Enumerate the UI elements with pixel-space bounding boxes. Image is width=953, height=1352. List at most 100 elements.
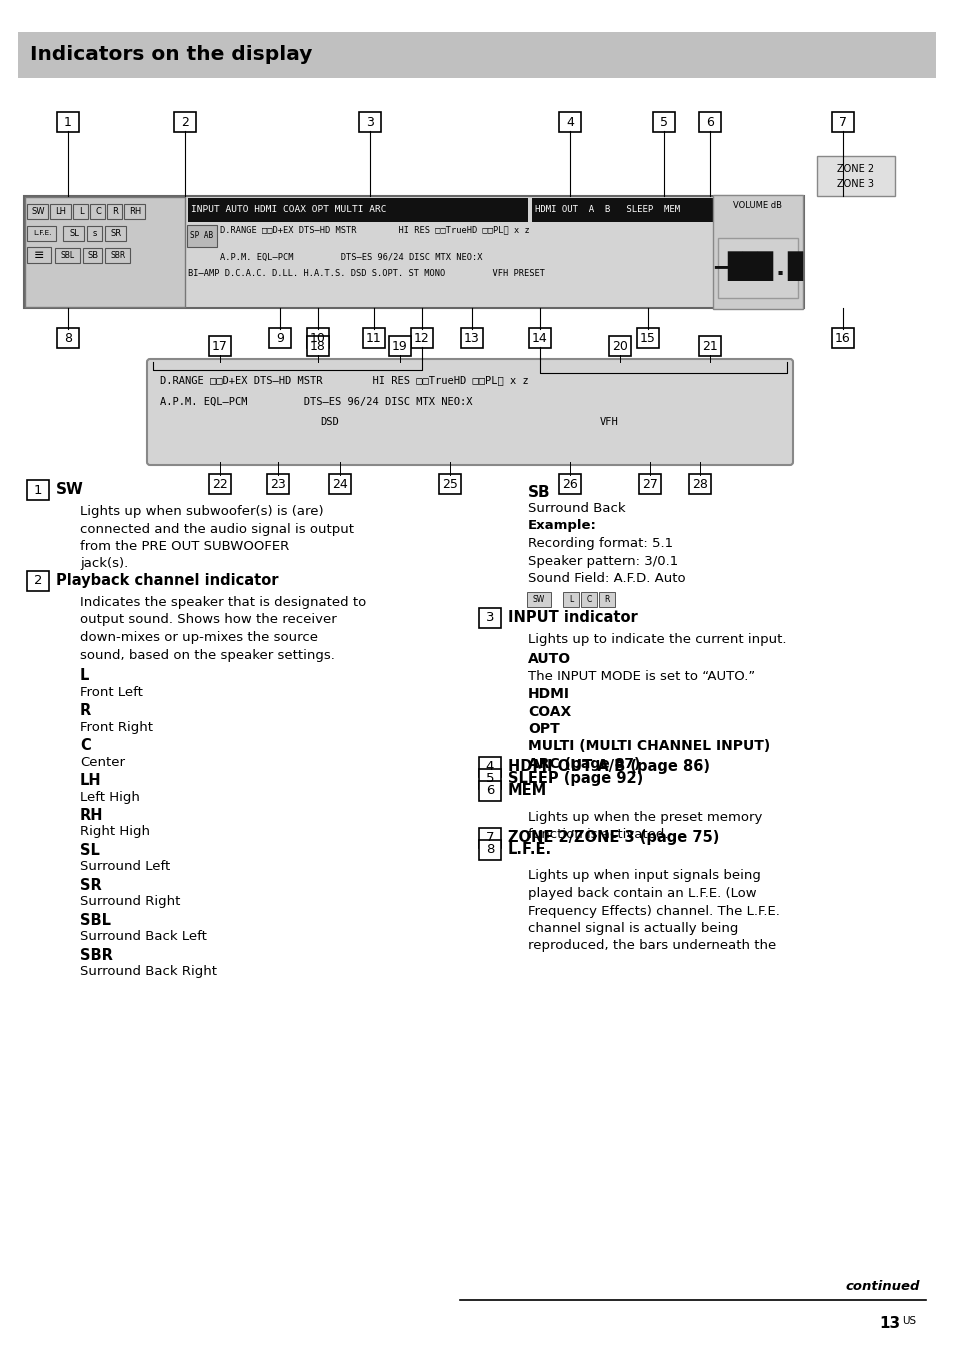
Text: function is activated.: function is activated. <box>527 827 668 841</box>
FancyBboxPatch shape <box>57 112 79 132</box>
FancyBboxPatch shape <box>699 337 720 356</box>
Text: Front Right: Front Right <box>80 721 152 734</box>
Text: SBR: SBR <box>111 250 126 260</box>
Text: 7: 7 <box>485 831 494 844</box>
Text: DSD: DSD <box>319 416 338 427</box>
FancyBboxPatch shape <box>307 337 329 356</box>
Text: Sound Field: A.F.D. Auto: Sound Field: A.F.D. Auto <box>527 572 685 585</box>
FancyBboxPatch shape <box>478 827 500 848</box>
Text: ZONE 3: ZONE 3 <box>837 180 874 189</box>
FancyBboxPatch shape <box>478 840 500 860</box>
FancyBboxPatch shape <box>55 247 80 262</box>
Text: L: L <box>80 668 90 683</box>
Text: 13: 13 <box>878 1315 899 1330</box>
FancyBboxPatch shape <box>147 360 792 465</box>
Text: HDMI OUT  A  B   SLEEP  MEM: HDMI OUT A B SLEEP MEM <box>535 206 679 215</box>
Text: MULTI (MULTI CHANNEL INPUT): MULTI (MULTI CHANNEL INPUT) <box>527 740 769 753</box>
Text: 2: 2 <box>181 115 189 128</box>
FancyBboxPatch shape <box>637 329 659 347</box>
FancyBboxPatch shape <box>106 247 131 262</box>
Text: RH: RH <box>129 207 141 215</box>
Text: C: C <box>95 207 101 215</box>
Text: L.F.E.: L.F.E. <box>32 230 51 237</box>
Text: LH: LH <box>55 207 67 215</box>
FancyBboxPatch shape <box>51 204 71 219</box>
Text: SBL: SBL <box>80 913 111 927</box>
FancyBboxPatch shape <box>688 475 710 493</box>
Text: R: R <box>603 595 609 603</box>
Text: Surround Back: Surround Back <box>527 502 625 515</box>
Text: 27: 27 <box>641 477 658 491</box>
Text: 1: 1 <box>33 484 42 496</box>
Text: 3: 3 <box>366 115 374 128</box>
Bar <box>24 196 803 308</box>
Text: Indicators on the display: Indicators on the display <box>30 46 312 65</box>
Text: sound, based on the speaker settings.: sound, based on the speaker settings. <box>80 649 335 661</box>
FancyBboxPatch shape <box>831 112 853 132</box>
Text: 21: 21 <box>701 339 717 353</box>
FancyBboxPatch shape <box>125 204 146 219</box>
FancyBboxPatch shape <box>73 204 89 219</box>
Text: SR: SR <box>80 877 102 894</box>
FancyBboxPatch shape <box>478 607 500 627</box>
Text: 13: 13 <box>464 331 479 345</box>
Text: A.P.M. EQL–PCM         DTS–ES 96/24 DISC MTX NEO:X: A.P.M. EQL–PCM DTS–ES 96/24 DISC MTX NEO… <box>220 253 482 261</box>
Text: 24: 24 <box>332 477 348 491</box>
Text: 5: 5 <box>659 115 667 128</box>
FancyBboxPatch shape <box>209 475 231 493</box>
Text: SBR: SBR <box>80 948 112 963</box>
Text: 3: 3 <box>485 611 494 625</box>
FancyBboxPatch shape <box>389 337 411 356</box>
FancyBboxPatch shape <box>108 204 122 219</box>
Text: 22: 22 <box>212 477 228 491</box>
FancyBboxPatch shape <box>307 329 329 347</box>
Text: INPUT AUTO HDMI COAX OPT MULTI ARC: INPUT AUTO HDMI COAX OPT MULTI ARC <box>191 206 386 215</box>
Text: Recording format: 5.1: Recording format: 5.1 <box>527 537 673 550</box>
Bar <box>188 197 527 222</box>
Text: reproduced, the bars underneath the: reproduced, the bars underneath the <box>527 940 776 953</box>
FancyBboxPatch shape <box>358 112 380 132</box>
Text: SW: SW <box>56 483 84 498</box>
Text: s: s <box>92 228 97 238</box>
Text: COAX: COAX <box>527 704 571 718</box>
Text: Indicates the speaker that is designated to: Indicates the speaker that is designated… <box>80 596 366 608</box>
Text: VFH: VFH <box>599 416 618 427</box>
Text: ZONE 2: ZONE 2 <box>837 164 874 174</box>
FancyBboxPatch shape <box>329 475 351 493</box>
Text: 6: 6 <box>485 784 494 796</box>
Text: SLEEP (page 92): SLEEP (page 92) <box>507 771 642 786</box>
Text: Lights up when the preset memory: Lights up when the preset memory <box>527 810 761 823</box>
Text: US: US <box>901 1315 915 1326</box>
FancyBboxPatch shape <box>526 592 551 607</box>
Text: 8: 8 <box>64 331 71 345</box>
Text: 14: 14 <box>532 331 547 345</box>
FancyBboxPatch shape <box>27 480 49 500</box>
Text: HDMI OUT A/B (page 86): HDMI OUT A/B (page 86) <box>507 758 709 773</box>
FancyBboxPatch shape <box>28 226 56 241</box>
Bar <box>18 32 935 78</box>
Text: D.RANGE □□D+EX DTS–HD MSTR        HI RES □□TrueHD □□PLⅡ x z: D.RANGE □□D+EX DTS–HD MSTR HI RES □□True… <box>160 375 528 385</box>
Text: 2: 2 <box>33 575 42 588</box>
FancyBboxPatch shape <box>639 475 660 493</box>
FancyBboxPatch shape <box>106 226 127 241</box>
Text: Surround Left: Surround Left <box>80 860 170 873</box>
Text: SB: SB <box>527 485 550 500</box>
FancyBboxPatch shape <box>88 226 102 241</box>
Text: Lights up when subwoofer(s) is (are): Lights up when subwoofer(s) is (are) <box>80 506 323 518</box>
Bar <box>718 238 797 297</box>
Text: 6: 6 <box>705 115 713 128</box>
Text: 28: 28 <box>691 477 707 491</box>
FancyBboxPatch shape <box>173 112 195 132</box>
FancyBboxPatch shape <box>27 247 51 264</box>
Text: ARC (page 87): ARC (page 87) <box>527 757 639 771</box>
Text: Surround Right: Surround Right <box>80 895 180 909</box>
Text: 16: 16 <box>834 331 850 345</box>
FancyBboxPatch shape <box>28 204 49 219</box>
FancyBboxPatch shape <box>558 112 580 132</box>
FancyBboxPatch shape <box>57 329 79 347</box>
FancyBboxPatch shape <box>558 475 580 493</box>
Text: Surround Back Right: Surround Back Right <box>80 965 216 979</box>
FancyBboxPatch shape <box>438 475 460 493</box>
Text: C: C <box>80 738 91 753</box>
FancyBboxPatch shape <box>411 329 433 347</box>
